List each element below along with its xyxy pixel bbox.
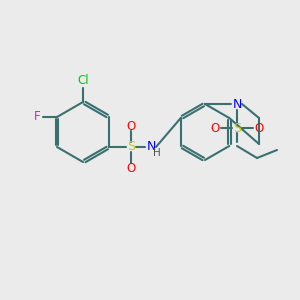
Text: S: S xyxy=(127,140,135,154)
Text: O: O xyxy=(254,122,264,134)
Text: O: O xyxy=(126,161,136,175)
Text: S: S xyxy=(233,122,241,134)
Text: O: O xyxy=(126,119,136,133)
Text: N: N xyxy=(232,98,242,110)
Text: F: F xyxy=(34,110,40,124)
Text: Cl: Cl xyxy=(77,74,89,88)
Text: N: N xyxy=(146,140,156,154)
Text: H: H xyxy=(153,148,161,158)
Text: O: O xyxy=(210,122,220,134)
